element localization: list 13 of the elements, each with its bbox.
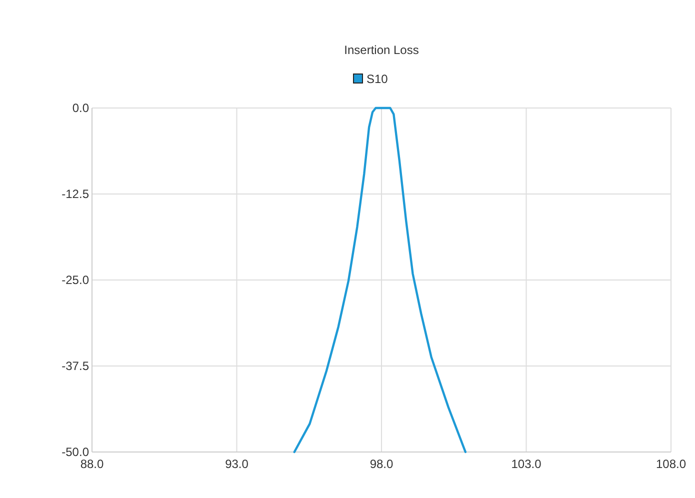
chart-title: Insertion Loss: [344, 43, 419, 57]
legend-label: S10: [366, 72, 388, 86]
y-tick-label: -37.5: [62, 359, 90, 373]
x-tick-label: 108.0: [656, 457, 686, 471]
y-tick-label: -25.0: [62, 273, 90, 287]
x-tick-label: 98.0: [370, 457, 394, 471]
y-tick-label: -50.0: [62, 445, 90, 459]
y-tick-label: 0.0: [72, 101, 90, 115]
x-tick-label: 103.0: [511, 457, 542, 471]
y-tick-label: -12.5: [62, 187, 90, 201]
line-series: [293, 106, 467, 454]
x-tick-label: 93.0: [225, 457, 249, 471]
x-tick-label: 88.0: [80, 457, 104, 471]
